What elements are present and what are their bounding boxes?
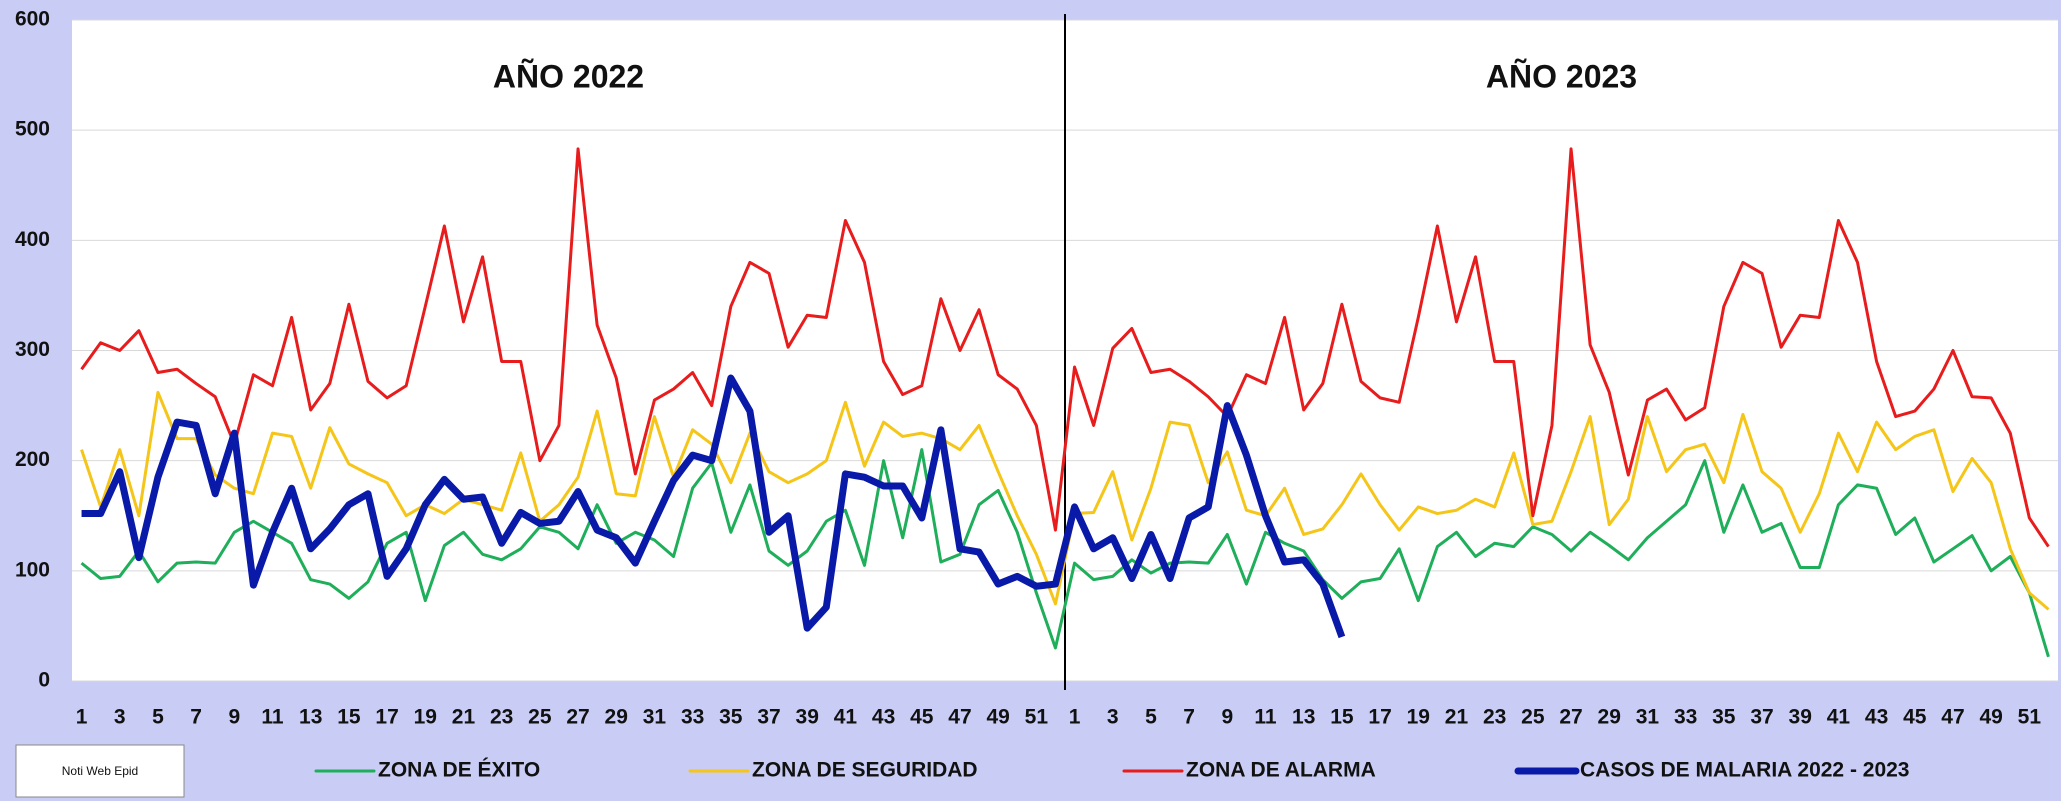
legend-label: ZONA DE ALARMA (1186, 759, 1376, 782)
x-tick-label: 43 (872, 706, 895, 729)
x-tick-label: 27 (1559, 706, 1582, 729)
x-tick-label: 35 (719, 706, 743, 729)
y-tick-label: 300 (15, 338, 50, 361)
x-tick-label: 21 (452, 706, 476, 729)
x-tick-label: 15 (1330, 706, 1354, 729)
x-tick-label: 29 (1598, 706, 1621, 729)
x-tick-label: 15 (337, 706, 361, 729)
x-tick-label: 7 (1183, 706, 1195, 729)
y-tick-label: 400 (15, 228, 50, 251)
year-label: AÑO 2022 (493, 58, 644, 94)
y-tick-label: 500 (15, 118, 50, 141)
x-tick-label: 13 (1292, 706, 1315, 729)
x-tick-label: 11 (1254, 706, 1277, 729)
x-tick-label: 25 (1521, 706, 1545, 729)
source-note: Noti Web Epid (62, 764, 138, 778)
x-tick-label: 47 (948, 706, 971, 729)
y-tick-label: 600 (15, 8, 50, 31)
x-tick-label: 45 (910, 706, 934, 729)
y-tick-label: 0 (38, 669, 50, 692)
legend-label: ZONA DE ÉXITO (378, 759, 540, 782)
x-tick-label: 1 (76, 706, 88, 729)
x-tick-label: 49 (986, 706, 1009, 729)
x-tick-label: 5 (152, 706, 164, 729)
x-tick-label: 5 (1145, 706, 1157, 729)
x-tick-label: 17 (1368, 706, 1391, 729)
x-tick-label: 23 (490, 706, 513, 729)
legend-label: CASOS DE MALARIA 2022 - 2023 (1580, 759, 1910, 782)
x-tick-label: 41 (1827, 706, 1851, 729)
x-tick-label: 49 (1979, 706, 2002, 729)
x-tick-label: 9 (1221, 706, 1233, 729)
x-tick-label: 27 (566, 706, 589, 729)
x-tick-label: 17 (375, 706, 398, 729)
x-tick-label: 41 (834, 706, 858, 729)
x-tick-label: 39 (1789, 706, 1812, 729)
y-tick-label: 200 (15, 448, 50, 471)
x-tick-label: 23 (1483, 706, 1506, 729)
series-line (81, 374, 1346, 639)
x-tick-label: 11 (261, 706, 284, 729)
x-tick-label: 9 (228, 706, 240, 729)
x-tick-label: 31 (1636, 706, 1660, 729)
x-tick-label: 37 (1750, 706, 1773, 729)
x-tick-label: 21 (1445, 706, 1469, 729)
x-tick-label: 51 (1025, 706, 1049, 729)
series-line (80, 147, 2050, 548)
x-tick-label: 3 (114, 706, 126, 729)
year-label: AÑO 2023 (1486, 58, 1637, 94)
x-tick-label: 1 (1069, 706, 1081, 729)
legend-label: ZONA DE SEGURIDAD (752, 759, 978, 782)
x-tick-label: 33 (1674, 706, 1697, 729)
x-tick-label: 7 (190, 706, 202, 729)
x-tick-label: 3 (1107, 706, 1119, 729)
x-tick-label: 43 (1865, 706, 1888, 729)
x-tick-label: 51 (2018, 706, 2042, 729)
x-tick-label: 19 (414, 706, 437, 729)
x-tick-label: 37 (757, 706, 780, 729)
x-tick-label: 45 (1903, 706, 1927, 729)
x-tick-label: 13 (299, 706, 322, 729)
x-tick-label: 19 (1407, 706, 1430, 729)
x-tick-label: 39 (796, 706, 819, 729)
source-box (15, 744, 185, 798)
x-tick-label: 25 (528, 706, 552, 729)
x-tick-label: 29 (605, 706, 628, 729)
x-tick-label: 31 (643, 706, 667, 729)
y-tick-label: 100 (15, 558, 50, 581)
x-tick-label: 33 (681, 706, 704, 729)
x-tick-label: 47 (1941, 706, 1964, 729)
x-tick-label: 35 (1712, 706, 1736, 729)
